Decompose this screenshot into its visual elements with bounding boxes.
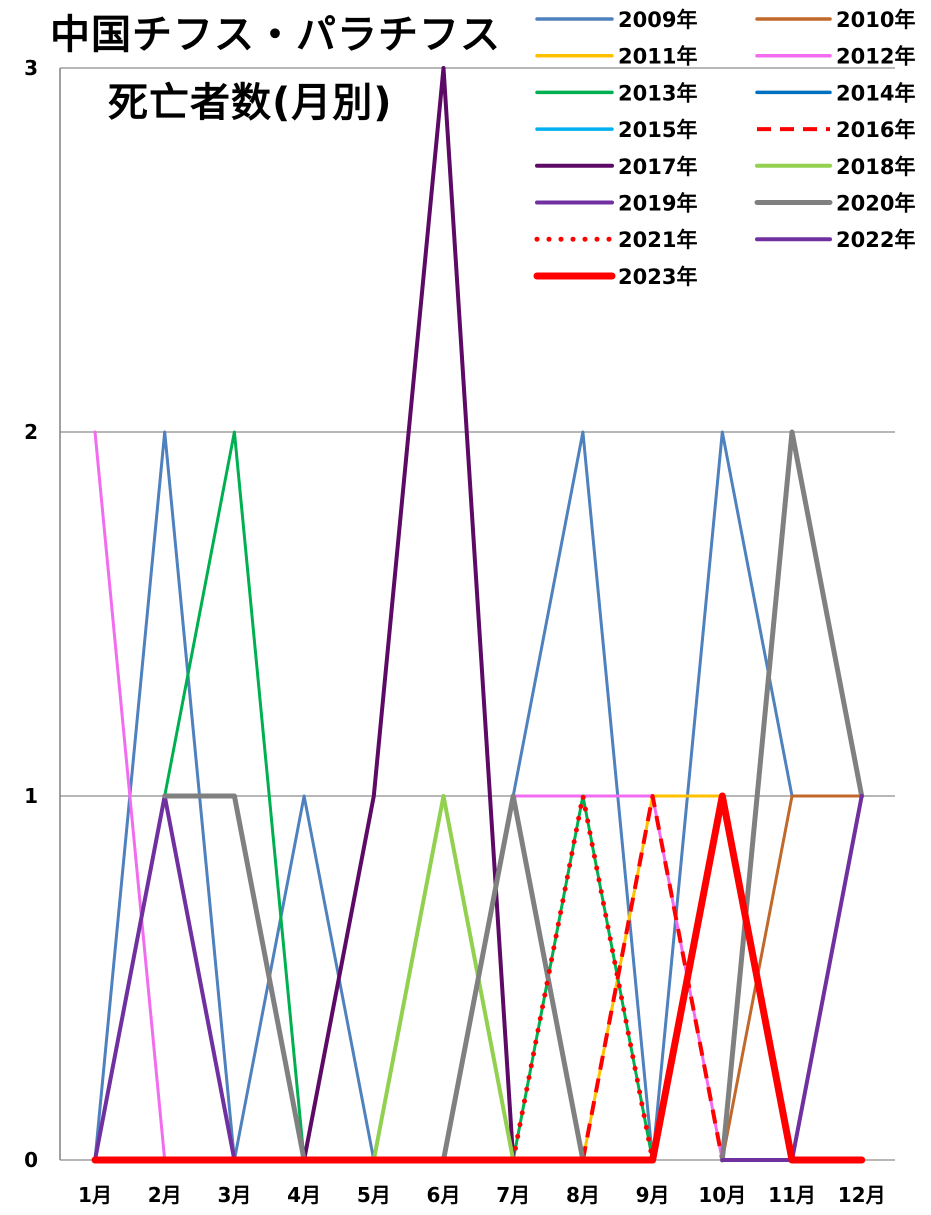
legend-entry: 2014年 — [755, 81, 915, 105]
y-tick-label: 2 — [24, 420, 38, 444]
x-tick-label: 4月 — [287, 1183, 321, 1207]
legend-label: 2011年 — [618, 45, 697, 69]
series-line — [510, 793, 656, 1163]
series-2018年 — [371, 794, 516, 1162]
series-2019年 — [93, 794, 237, 1162]
series-2022年 — [720, 794, 864, 1162]
x-tick-label: 1月 — [78, 1183, 112, 1207]
y-tick-label: 3 — [24, 56, 38, 80]
legend-label: 2013年 — [618, 81, 697, 105]
x-tick-label: 2月 — [148, 1183, 182, 1207]
legend-entry: 2021年 — [534, 228, 697, 252]
legend-label: 2014年 — [836, 81, 915, 105]
x-tick-label: 3月 — [217, 1183, 251, 1207]
y-tick-labels: 0 1 2 3 — [24, 56, 38, 1172]
x-tick-label: 9月 — [636, 1183, 670, 1207]
series-line — [720, 794, 864, 1162]
legend-label: 2015年 — [618, 118, 697, 142]
x-tick-label: 11月 — [768, 1183, 816, 1207]
x-tick-label: 10月 — [698, 1183, 746, 1207]
x-tick-label: 8月 — [566, 1183, 600, 1207]
series-line — [580, 794, 725, 1161]
legend-label: 2023年 — [618, 265, 697, 289]
x-tick-label: 5月 — [357, 1183, 391, 1207]
chart-title-line1: 中国チフス・パラチフス — [50, 12, 501, 58]
legend-label: 2022年 — [836, 228, 915, 252]
series-2021年 — [510, 793, 656, 1163]
y-tick-label: 0 — [24, 1148, 38, 1172]
y-tick-label: 1 — [24, 784, 38, 808]
series-2010年 — [720, 794, 864, 1162]
series-line — [511, 794, 655, 1162]
legend-label: 2017年 — [618, 155, 697, 179]
series-line — [302, 66, 516, 1162]
x-tick-label: 7月 — [496, 1183, 530, 1207]
series-line — [441, 793, 586, 1163]
legend-label: 2012年 — [836, 45, 915, 69]
legend: 2009年 2010年 2011年 2012年 2013年 2014年 2015年 2016年… — [533, 8, 915, 289]
legend-entry: 2013年 — [535, 81, 697, 105]
legend-entry: 2020年 — [754, 192, 915, 216]
legend-entry: 2012年 — [755, 45, 915, 69]
legend-label: 2009年 — [618, 8, 697, 32]
legend-label: 2016年 — [836, 118, 915, 142]
series-lines — [91, 66, 866, 1164]
series-2023年 — [91, 792, 866, 1164]
series-line — [581, 794, 724, 1162]
x-tick-labels: 1月 2月 3月 4月 5月 6月 7月 8月 9月 10月 11月 12月 — [78, 1183, 886, 1207]
series-line — [162, 793, 307, 1163]
legend-label: 2020年 — [836, 192, 915, 216]
legend-label: 2019年 — [618, 192, 697, 216]
legend-entry: 2015年 — [535, 118, 697, 142]
x-tick-label: 12月 — [838, 1183, 886, 1207]
legend-entry: 2011年 — [535, 45, 697, 69]
legend-entry: 2009年 — [535, 8, 697, 32]
x-tick-label: 6月 — [427, 1183, 461, 1207]
legend-entry: 2016年 — [757, 118, 915, 142]
legend-entry: 2018年 — [755, 155, 915, 179]
legend-entry: 2023年 — [533, 265, 697, 289]
legend-label: 2021年 — [618, 228, 697, 252]
series-line — [93, 794, 237, 1162]
series-line — [371, 794, 516, 1162]
series-line — [93, 430, 167, 1162]
legend-entry: 2017年 — [535, 155, 697, 179]
legend-entry: 2019年 — [535, 192, 697, 216]
series-2011年 — [581, 794, 724, 1162]
series-line — [720, 794, 864, 1162]
series-2016年 — [580, 794, 725, 1161]
chart-title-line2: 死亡者数(月別) — [108, 80, 393, 126]
legend-label: 2010年 — [836, 8, 915, 32]
series-2017年 — [302, 66, 516, 1162]
legend-entry: 2022年 — [755, 228, 915, 252]
series-line — [91, 792, 866, 1164]
legend-entry: 2010年 — [755, 8, 915, 32]
legend-label: 2018年 — [836, 155, 915, 179]
